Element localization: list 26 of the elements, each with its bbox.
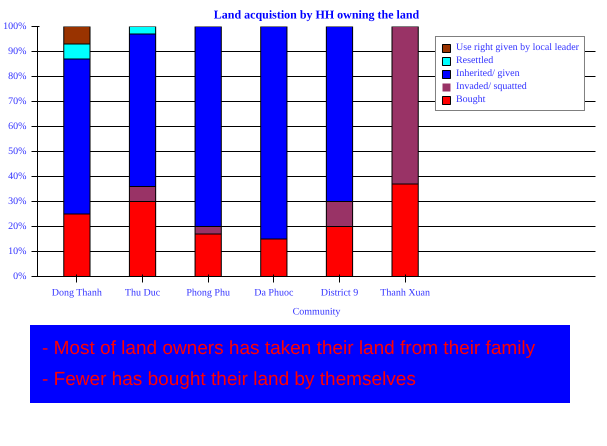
legend-label: Resettled: [456, 55, 494, 66]
text: - Most of land owners has taken their land from their family: [42, 337, 536, 361]
y-tick-label: 70%: [8, 96, 27, 107]
y-tick-label: 10%: [8, 246, 27, 257]
y-tick-label: 80%: [8, 71, 27, 82]
y-tick-label: 90%: [8, 46, 27, 57]
x-tick-label: District 9: [320, 288, 358, 298]
x-axis-title: Community: [292, 306, 340, 318]
legend-label: Inherited/ given: [456, 68, 520, 79]
text: - Fewer has bought their land by themselves: [42, 368, 417, 392]
legend-label: Invaded/ squatted: [456, 81, 527, 92]
y-tick-label: 100%: [3, 21, 27, 32]
y-tick-label: 60%: [8, 121, 27, 132]
x-tick-label: Phong Phu: [186, 288, 230, 298]
y-tick-label: 20%: [8, 221, 27, 232]
x-tick-label: Thu Duc: [124, 288, 161, 298]
y-tick-label: 50%: [8, 146, 27, 157]
legend-label: Use right given by local leader: [456, 42, 579, 53]
x-tick-label: Dong Thanh: [52, 288, 102, 298]
chart-title: Land acquistion by HH owning the land: [214, 8, 420, 22]
y-tick-label: 40%: [8, 171, 27, 182]
y-tick-label: 30%: [8, 196, 27, 207]
x-tick-label: Da Phuoc: [254, 288, 294, 298]
legend-label: Bought: [456, 94, 486, 105]
x-tick-label: Thanh Xuan: [380, 288, 430, 298]
y-tick-label: 0%: [13, 271, 27, 282]
